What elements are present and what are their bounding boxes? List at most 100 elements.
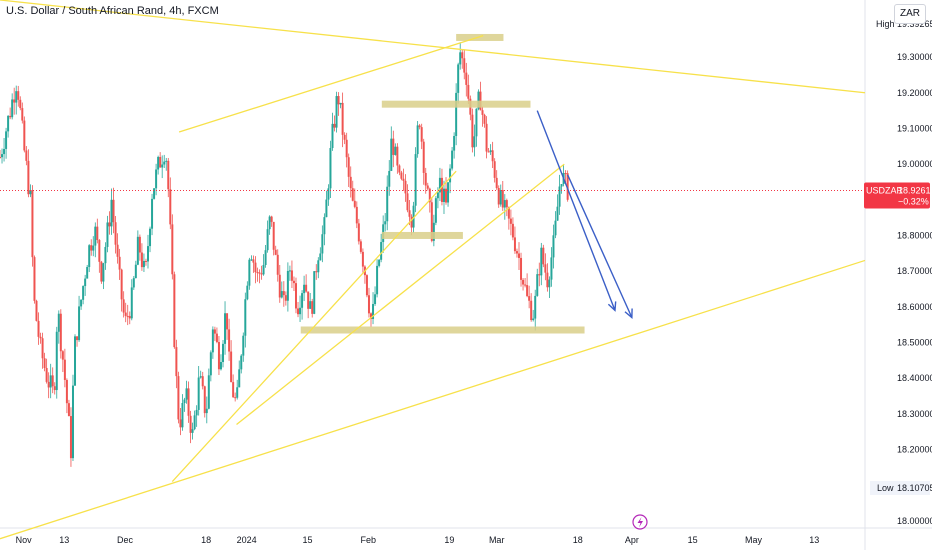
candle-body: [98, 240, 101, 262]
candle-body: [82, 286, 85, 300]
y-tick-label: 18.00000: [897, 516, 932, 526]
candle-body: [451, 150, 454, 169]
candle-body: [325, 199, 328, 218]
candle-body: [262, 264, 265, 275]
candle-body: [55, 331, 58, 391]
candle-body: [116, 244, 119, 257]
candle-body: [248, 259, 251, 286]
high-label: High: [876, 19, 895, 29]
candle-body: [532, 318, 535, 321]
candle-body: [406, 193, 409, 211]
candle-body: [485, 123, 488, 152]
candle-body: [418, 125, 421, 128]
candle-body: [414, 154, 417, 206]
candle-body: [455, 92, 458, 136]
candle-body: [230, 351, 233, 383]
candle-body: [74, 336, 77, 386]
candle-body: [560, 184, 563, 187]
candle-body: [459, 52, 462, 65]
candle-body: [80, 299, 83, 307]
candle-body: [384, 221, 387, 225]
candle-body: [286, 270, 289, 301]
candle-body: [530, 300, 533, 321]
low-marker-bg: [870, 481, 930, 495]
candle-body: [507, 207, 510, 219]
price-axis[interactable]: 19.30000 19.20000 19.10000 19.00000 18.80000…: [897, 52, 932, 526]
candle-body: [39, 336, 42, 339]
candle-body: [155, 169, 158, 189]
candle-body: [447, 182, 450, 203]
candle-body: [195, 409, 198, 416]
candle-body: [11, 99, 14, 118]
candle-body: [102, 263, 105, 282]
low-value: 18.10705: [897, 483, 932, 493]
candle-body: [410, 216, 413, 228]
candle-body: [51, 375, 54, 387]
candle-body: [232, 382, 235, 398]
candle-body: [23, 120, 26, 151]
candle-body: [548, 279, 551, 288]
arrow-head: [607, 301, 617, 312]
x-tick-label: 15: [688, 535, 698, 545]
candle-body: [370, 313, 373, 320]
candle-body: [408, 210, 411, 217]
x-tick-label: Feb: [361, 535, 377, 545]
candle-body: [355, 206, 358, 224]
candle-body: [203, 386, 206, 414]
candle-body: [453, 135, 456, 151]
x-tick-label: 18: [573, 535, 583, 545]
event-marker-icon[interactable]: [632, 514, 648, 530]
candle-body: [445, 188, 448, 203]
candle-body: [449, 168, 452, 183]
candle-body: [282, 291, 285, 296]
candle-body: [37, 320, 40, 337]
candle-body: [404, 180, 407, 194]
candles: [0, 42, 569, 467]
time-axis[interactable]: Nov 13 Dec 18 2024 15 Feb 19 Mar 18 Apr 15 May 13: [16, 535, 820, 545]
candle-body: [1, 154, 4, 158]
candle-body: [171, 224, 174, 275]
currency-button[interactable]: ZAR: [894, 4, 926, 24]
candle-body: [501, 190, 504, 208]
price-zone: [300, 326, 585, 334]
candle-body: [349, 176, 352, 189]
candle-body: [130, 287, 133, 319]
x-tick-label: Dec: [117, 535, 134, 545]
candle-body: [128, 316, 131, 319]
candle-body: [471, 114, 474, 148]
candle-body: [260, 273, 263, 275]
candle-body: [69, 416, 72, 459]
candle-body: [120, 269, 123, 300]
candle-body: [244, 299, 247, 336]
candle-body: [511, 223, 514, 238]
candle-body: [376, 265, 379, 295]
y-tick-label: 18.20000: [897, 445, 932, 455]
candle-body: [5, 131, 8, 149]
candle-body: [86, 267, 89, 279]
candle-body: [13, 99, 16, 103]
candle-body: [94, 226, 97, 246]
candle-body: [270, 216, 273, 222]
candle-body: [185, 388, 188, 400]
candle-body: [43, 358, 46, 368]
candle-body: [491, 150, 494, 162]
candle-body: [402, 178, 405, 181]
candle-body: [550, 257, 553, 280]
candle-body: [224, 313, 227, 344]
candle-body: [110, 199, 113, 227]
x-tick-label: 13: [59, 535, 69, 545]
candle-body: [175, 347, 178, 377]
candle-body: [238, 369, 241, 388]
candle-body: [49, 375, 52, 388]
candle-body: [483, 114, 486, 124]
candle-body: [499, 190, 502, 205]
last-price-tag-bg: [864, 182, 930, 209]
candle-body: [88, 245, 91, 268]
candle-body: [197, 377, 200, 410]
candle-body: [564, 173, 567, 175]
trendline: [178, 35, 484, 133]
candle-body: [457, 64, 460, 93]
candle-body: [96, 226, 99, 241]
